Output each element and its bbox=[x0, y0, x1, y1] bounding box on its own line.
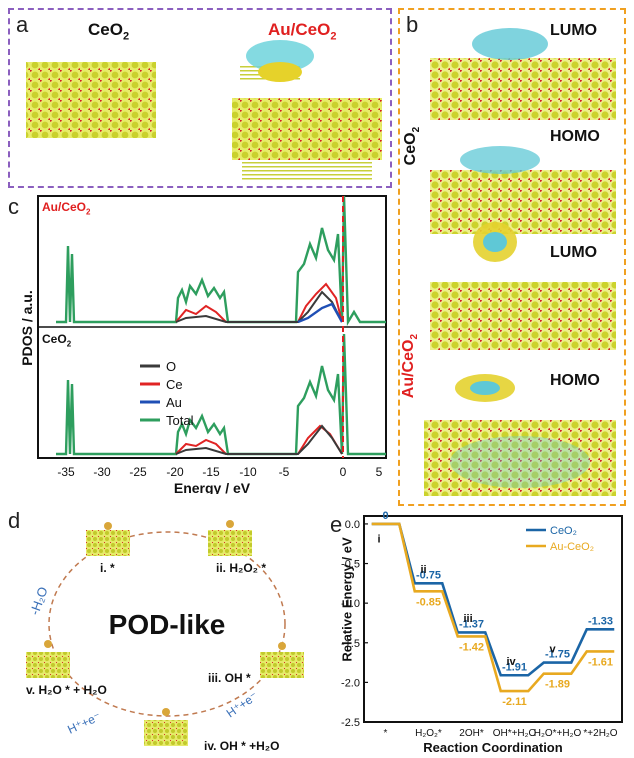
orbital-label-lumo-2: LUMO bbox=[550, 244, 598, 261]
au-ceo2-slab bbox=[232, 98, 382, 160]
series-line-0 bbox=[371, 522, 615, 677]
ytick-label: -2.5 bbox=[341, 717, 360, 729]
step-iii: iii. OH * bbox=[208, 671, 251, 685]
panel-a: a CeO2 Au/CeO2 bbox=[8, 8, 392, 188]
structure-ii bbox=[208, 520, 252, 556]
charge-density-lines bbox=[242, 160, 372, 182]
pdos-xlabel: Energy / eV bbox=[174, 480, 251, 494]
total-dos-ceo2 bbox=[56, 333, 386, 456]
step-label: ii bbox=[421, 564, 427, 576]
structure-i bbox=[86, 522, 130, 556]
panel-b: b LUMO HOMO LUMO HOMO CeO2 Au/CeO2 bbox=[398, 8, 626, 506]
legend-entry: CeO₂ bbox=[550, 525, 577, 537]
data-label: -0.85 bbox=[416, 596, 441, 608]
pdos-ylabel: PDOS / a.u. bbox=[19, 290, 35, 366]
data-label: -0.75 bbox=[416, 569, 441, 581]
au-ceo2-side-label: Au/CeO2 bbox=[399, 333, 421, 399]
au-cluster-density bbox=[246, 40, 314, 72]
energy-xlabel: Reaction Coordination bbox=[423, 740, 562, 755]
xtick: -20 bbox=[166, 465, 184, 479]
structure-iii bbox=[260, 642, 304, 678]
xtick: -15 bbox=[202, 465, 220, 479]
step-label: v bbox=[550, 643, 557, 655]
data-label: -1.75 bbox=[545, 649, 570, 661]
xtick-label: *+2H₂O bbox=[583, 728, 617, 739]
data-label: -1.42 bbox=[459, 641, 484, 653]
au-ceo2-title: Au/CeO2 bbox=[268, 20, 337, 43]
orbital-label-lumo-1: LUMO bbox=[550, 22, 598, 39]
panel-label-c: c bbox=[8, 194, 19, 219]
legend-o: O bbox=[166, 359, 176, 374]
xtick-label: H₂O*+H₂O bbox=[534, 728, 582, 739]
xtick: 5 bbox=[376, 465, 383, 479]
series-line-1 bbox=[371, 522, 615, 693]
energy-profile-chart: 0.0 -0.5 -1.0 -1.5 -2.0 -2.5 0 -0.75 -1.37 -1.91… bbox=[341, 510, 623, 755]
pdos-bottom-title: CeO2 bbox=[42, 332, 72, 349]
xtick-label: * bbox=[384, 728, 388, 739]
edge-h-e-right: H⁺+e⁻ bbox=[224, 689, 261, 721]
panel-b-orbitals bbox=[424, 28, 616, 496]
energy-legend: CeO₂ Au-CeO₂ bbox=[526, 525, 594, 553]
structure-v bbox=[26, 640, 70, 678]
data-label: -1.33 bbox=[588, 615, 613, 627]
legend-entry: Au-CeO₂ bbox=[550, 541, 594, 553]
pod-cycle: i. * ii. H₂O₂ * iii. OH * iv. OH * +H₂O … bbox=[26, 520, 304, 753]
legend-au: Au bbox=[166, 395, 182, 410]
data-label: -1.89 bbox=[545, 679, 570, 691]
panel-label-a: a bbox=[16, 12, 29, 37]
step-label: i bbox=[378, 533, 381, 545]
legend-total: Total bbox=[166, 413, 194, 428]
data-label: 0 bbox=[382, 510, 388, 522]
ceo2-title: CeO2 bbox=[88, 20, 130, 43]
xtick: -30 bbox=[93, 465, 111, 479]
xtick: -35 bbox=[57, 465, 75, 479]
pdos-plot: O Ce Au Total -35 -30 -25 -20 -15 -10 -5… bbox=[37, 195, 387, 494]
ytick-label: -1.0 bbox=[341, 598, 360, 610]
data-label: -1.37 bbox=[459, 618, 484, 630]
xtick: -25 bbox=[129, 465, 147, 479]
xtick-label: H₂O₂* bbox=[415, 728, 442, 739]
total-dos-aucaeo2 bbox=[56, 195, 386, 327]
panel-a-structures bbox=[26, 40, 382, 182]
panel-label-e: e bbox=[330, 512, 343, 537]
data-label: -2.11 bbox=[502, 696, 526, 708]
data-label: -1.91 bbox=[502, 661, 527, 673]
ytick-label: -2.0 bbox=[341, 677, 360, 689]
energy-series: 0 -0.75 -1.37 -1.91 -1.75 -1.33 -0.85 -1.42 -2.1… bbox=[371, 510, 615, 708]
orbital-label-homo-1: HOMO bbox=[550, 128, 600, 145]
pdos-xticks: -35 -30 -25 -20 -15 -10 -5 0 5 bbox=[57, 465, 382, 479]
pod-like-title: POD-like bbox=[109, 609, 226, 640]
panel-label-d: d bbox=[8, 508, 21, 533]
edge-h-e-left: H⁺+e⁻ bbox=[65, 709, 103, 736]
ytick-label: 0.0 bbox=[345, 519, 360, 531]
energy-yticks: 0.0 -0.5 -1.0 -1.5 -2.0 -2.5 bbox=[341, 519, 368, 729]
pdos-top-title: Au/CeO2 bbox=[42, 200, 91, 217]
pdos-legend: O Ce Au Total bbox=[140, 359, 194, 428]
orbital-label-homo-2: HOMO bbox=[550, 372, 600, 389]
step-i: i. * bbox=[100, 561, 115, 575]
ytick-label: -0.5 bbox=[341, 559, 360, 571]
xtick: 0 bbox=[340, 465, 347, 479]
step-iv: iv. OH * +H₂O bbox=[204, 739, 279, 753]
xtick: -10 bbox=[239, 465, 257, 479]
legend-ce: Ce bbox=[166, 377, 183, 392]
edge-minus-h2o: -H₂O bbox=[27, 585, 51, 617]
cycle-arrow bbox=[48, 531, 286, 717]
structure-iv bbox=[144, 708, 188, 746]
ceo2-side-label: CeO2 bbox=[401, 126, 423, 166]
xtick-label: 2OH* bbox=[459, 728, 484, 739]
xtick: -5 bbox=[279, 465, 290, 479]
step-v: v. H₂O * + H₂O bbox=[26, 683, 107, 697]
xtick-label: OH*+H₂O bbox=[493, 728, 537, 739]
ytick-label: -1.5 bbox=[341, 638, 360, 650]
ceo2-slab bbox=[26, 62, 156, 138]
panel-label-b: b bbox=[406, 12, 419, 37]
step-label: iv bbox=[507, 656, 517, 668]
step-label: iii bbox=[464, 613, 473, 625]
data-label: -1.61 bbox=[588, 656, 613, 668]
step-ii: ii. H₂O₂ * bbox=[216, 561, 266, 575]
